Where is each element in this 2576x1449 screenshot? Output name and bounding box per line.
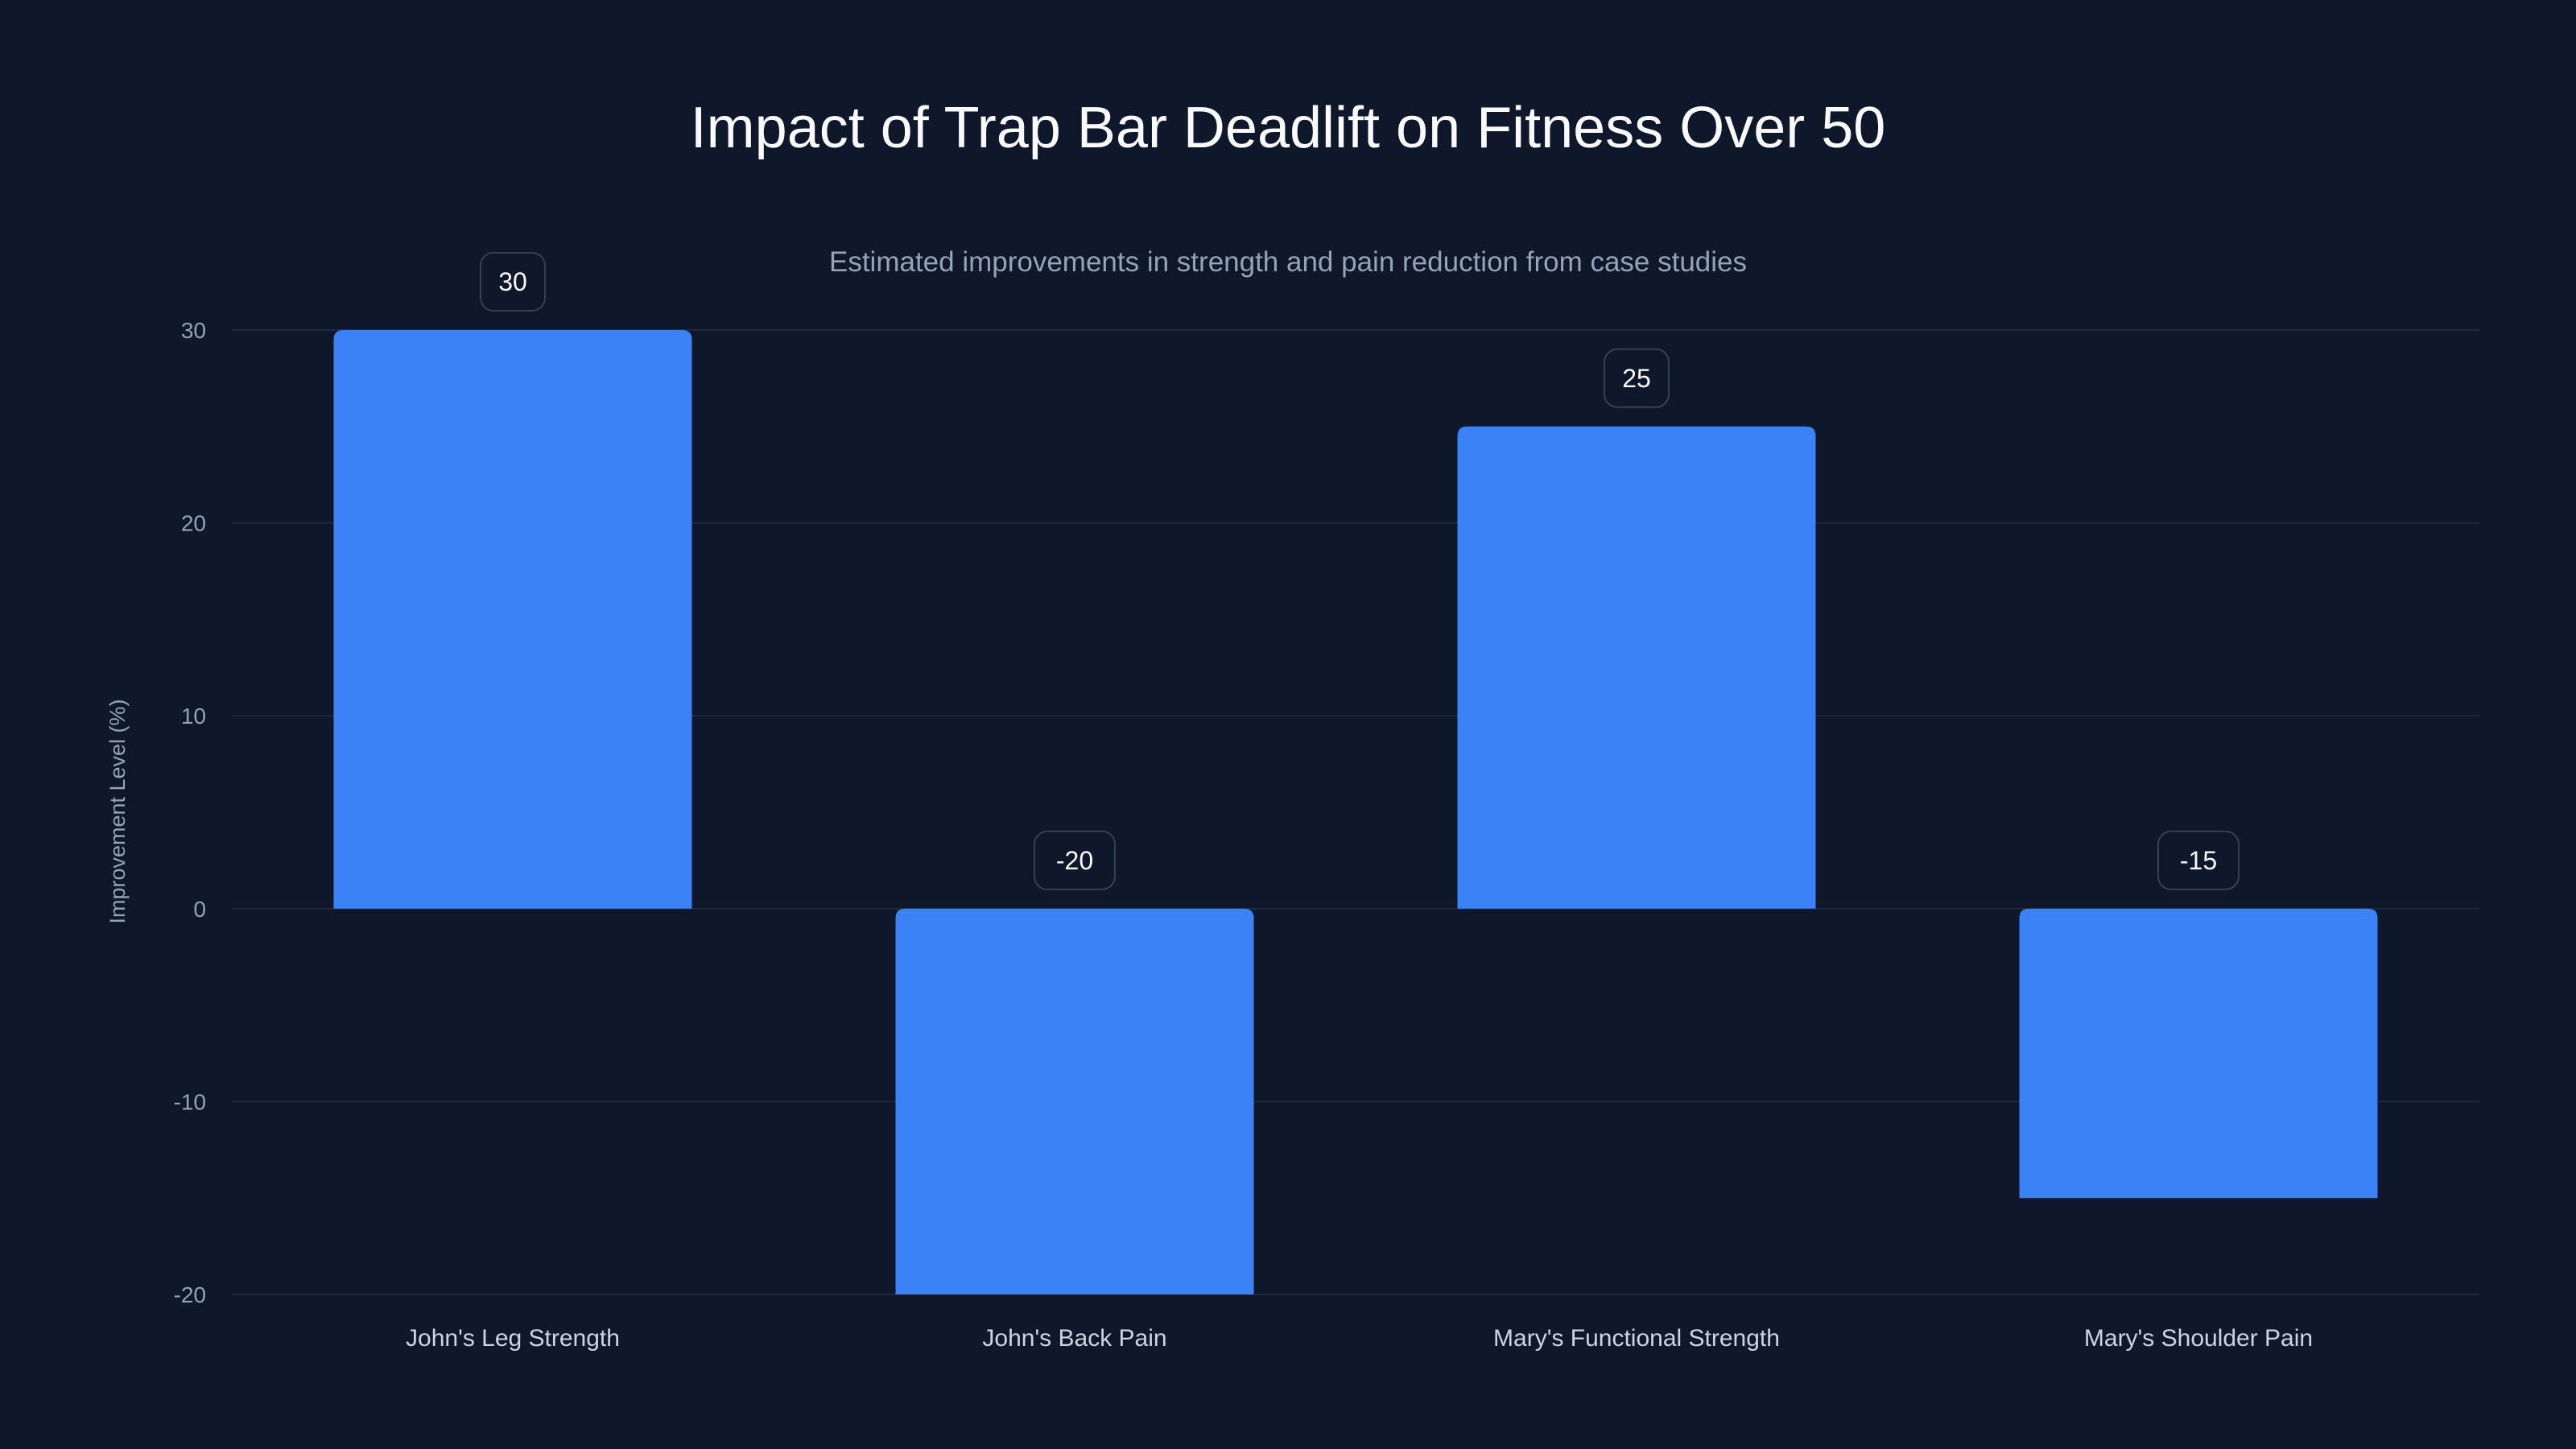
bar — [1457, 426, 1816, 909]
data-label-box — [2157, 830, 2240, 890]
bar — [895, 908, 1254, 1294]
chart-title: Impact of Trap Bar Deadlift on Fitness O… — [690, 96, 1886, 160]
y-tick-label: 20 — [181, 511, 206, 536]
bar — [333, 330, 692, 909]
chart-subtitle: Estimated improvements in strength and p… — [828, 246, 1747, 278]
y-tick-label: 0 — [193, 897, 206, 922]
x-tick-label: John's Back Pain — [982, 1325, 1166, 1352]
y-axis-label: Improvement Level (%) — [105, 699, 130, 923]
y-tick-label: 10 — [181, 704, 206, 729]
x-tick-label: Mary's Functional Strength — [1493, 1325, 1780, 1352]
data-label-box — [1034, 830, 1116, 890]
data-label-box — [1604, 348, 1670, 408]
y-tick-label: 30 — [181, 318, 206, 343]
y-tick-label: -20 — [174, 1282, 206, 1307]
bar — [2019, 908, 2378, 1199]
data-label: 25 — [1622, 364, 1651, 393]
x-tick-label: Mary's Shoulder Pain — [2084, 1325, 2313, 1352]
x-tick-label: John's Leg Strength — [406, 1325, 620, 1352]
data-label: -15 — [2180, 846, 2217, 875]
data-label: 30 — [498, 267, 527, 296]
data-label: -20 — [1056, 846, 1093, 875]
data-label-box — [480, 252, 546, 312]
y-tick-label: -10 — [174, 1089, 206, 1114]
